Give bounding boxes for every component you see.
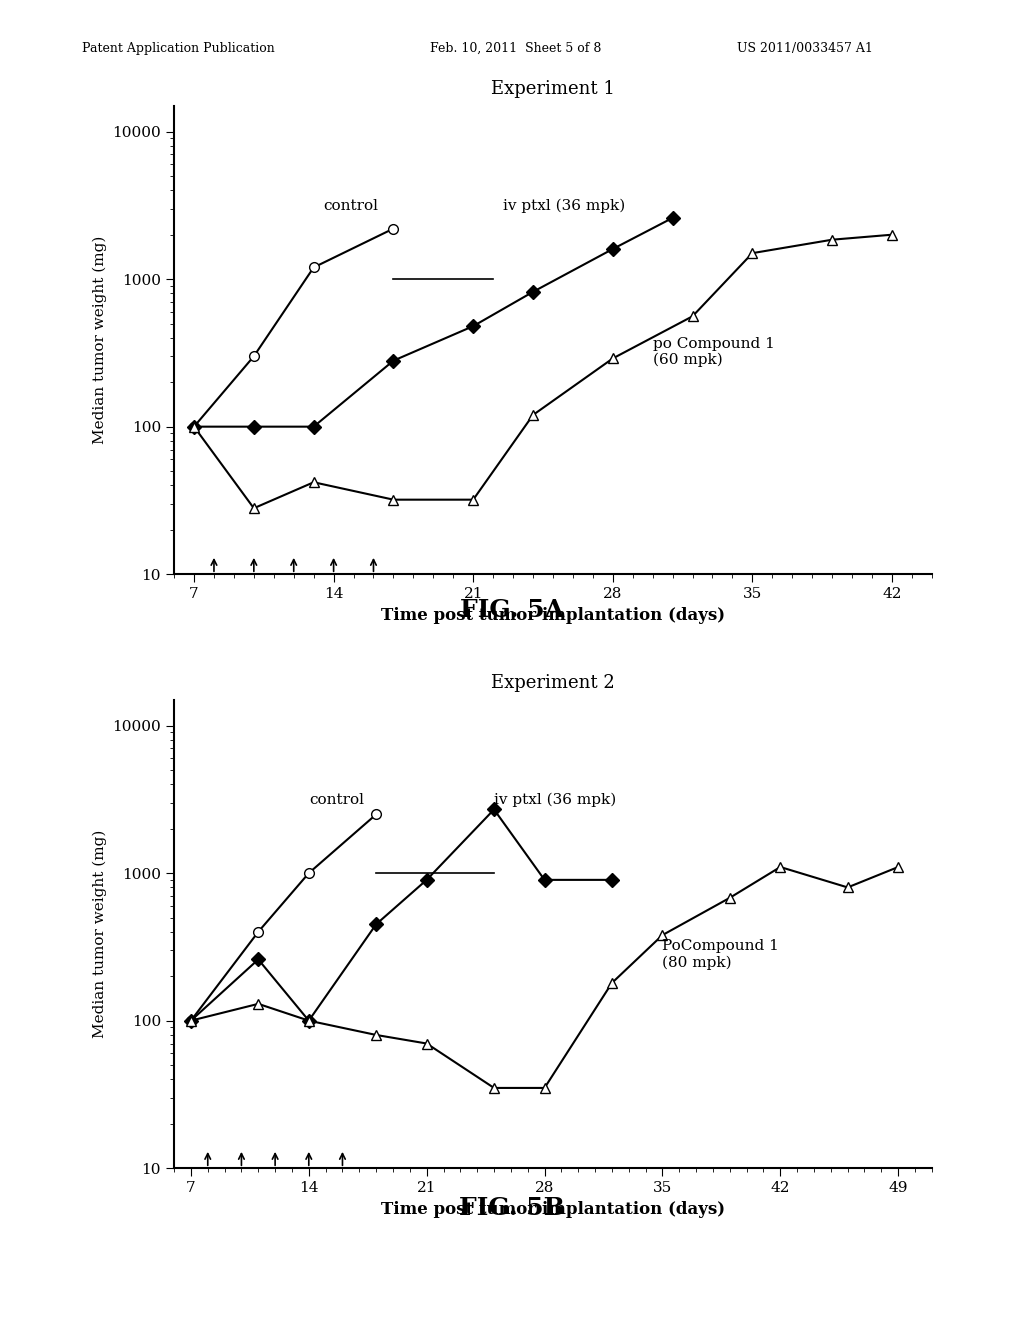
X-axis label: Time post tumor implantation (days): Time post tumor implantation (days) xyxy=(381,607,725,624)
Text: FIG. 5B: FIG. 5B xyxy=(459,1196,565,1220)
Y-axis label: Median tumor weight (mg): Median tumor weight (mg) xyxy=(92,830,106,1038)
Text: FIG. 5A: FIG. 5A xyxy=(460,598,564,622)
Text: Feb. 10, 2011  Sheet 5 of 8: Feb. 10, 2011 Sheet 5 of 8 xyxy=(430,42,601,55)
Text: iv ptxl (36 mpk): iv ptxl (36 mpk) xyxy=(494,793,616,807)
Text: iv ptxl (36 mpk): iv ptxl (36 mpk) xyxy=(503,199,626,213)
Text: Patent Application Publication: Patent Application Publication xyxy=(82,42,274,55)
Title: Experiment 1: Experiment 1 xyxy=(492,81,614,99)
Text: US 2011/0033457 A1: US 2011/0033457 A1 xyxy=(737,42,873,55)
Text: po Compound 1
(60 mpk): po Compound 1 (60 mpk) xyxy=(652,337,774,367)
Text: control: control xyxy=(309,793,364,807)
Text: control: control xyxy=(324,199,379,213)
Title: Experiment 2: Experiment 2 xyxy=(492,675,614,693)
Text: PoCompound 1
(80 mpk): PoCompound 1 (80 mpk) xyxy=(663,940,779,970)
X-axis label: Time post tumor implantation (days): Time post tumor implantation (days) xyxy=(381,1201,725,1218)
Y-axis label: Median tumor weight (mg): Median tumor weight (mg) xyxy=(92,236,106,444)
